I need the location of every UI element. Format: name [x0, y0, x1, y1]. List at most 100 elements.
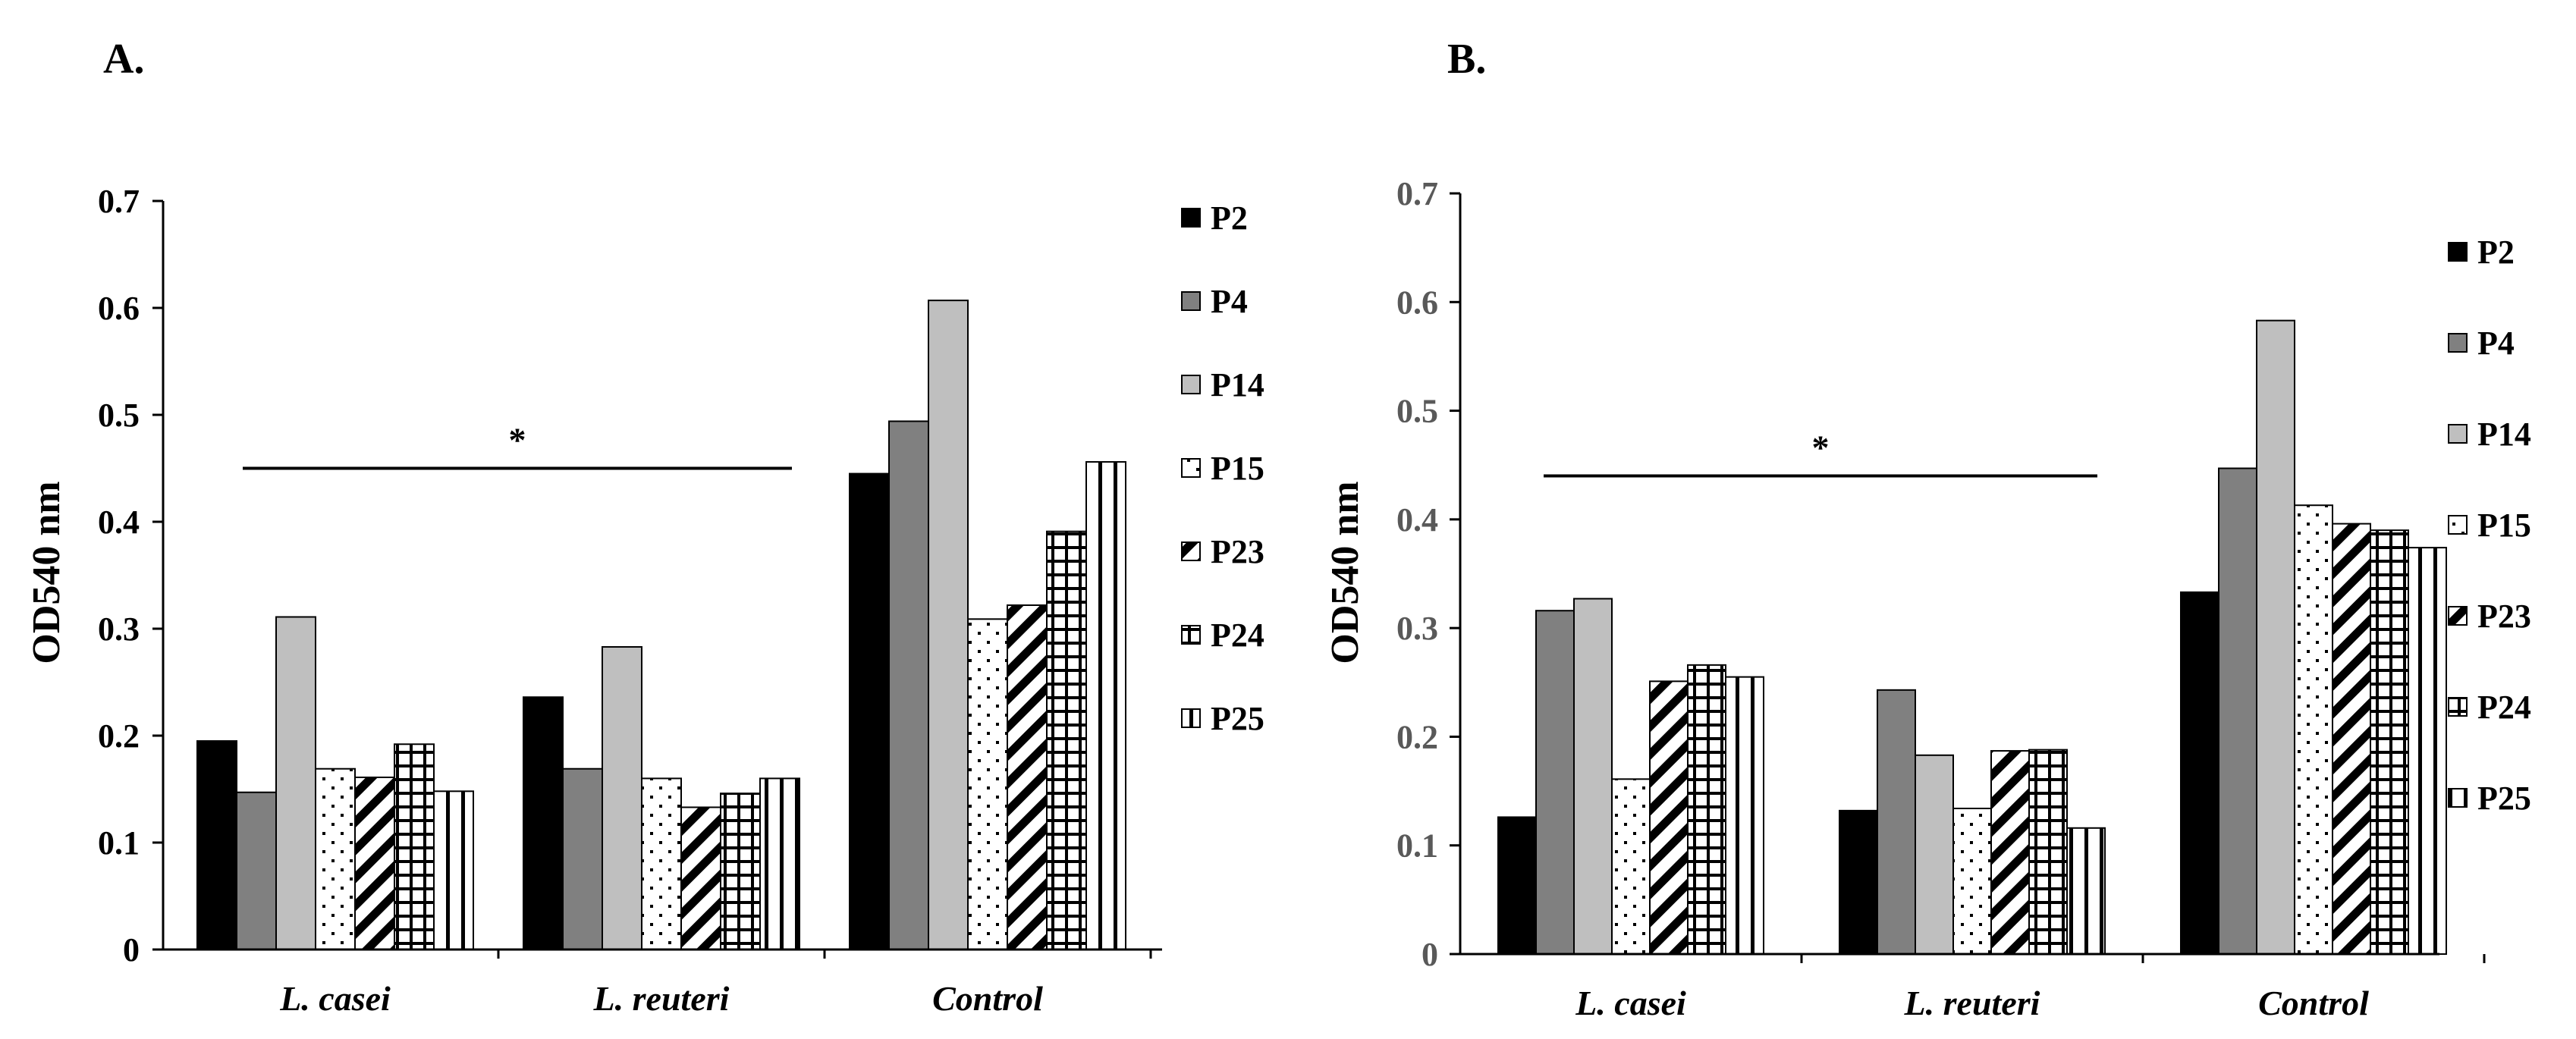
panel-b-bar-p2-0: [1497, 816, 1537, 955]
panel-b-bar-p15-1: [1952, 807, 1992, 956]
panel-a-bar-p14-0: [275, 616, 316, 950]
panel-b-x-category-label: L. reuteri: [1904, 984, 2040, 1022]
panel-a-categories: L. casei L. reuteri Control: [279, 950, 1152, 1018]
panel-b-significance-star: *: [1812, 428, 1830, 467]
panel-b-bar-p15-2: [2294, 504, 2333, 955]
panel-b-legend-swatch-p25: [2448, 788, 2468, 808]
panel-a-bar-p2-2: [849, 472, 890, 950]
panel-a-x-category-label: L. reuteri: [593, 979, 730, 1018]
panel-b-bar-p23-2: [2332, 523, 2371, 955]
panel-b-legend-swatch-p24: [2448, 697, 2468, 717]
panel-a-bar-p14-2: [928, 300, 969, 950]
panel-b-legend-swatch-p14: [2448, 424, 2468, 444]
panel-a-y-tick-label: 0.6: [98, 290, 140, 327]
panel-a-legend-label-p25: P25: [1211, 700, 1264, 737]
panel-a-y-tick-label: 0.2: [98, 717, 140, 755]
panel-b-legend-label-p25: P25: [2477, 780, 2531, 817]
panel-a-legend-label-p2: P2: [1211, 199, 1248, 237]
panel-b-bar-p24-1: [2028, 749, 2068, 955]
panel-a: A. 0 0.1 0.2 0.3 0.4 0.5 0.6 0.7 L. casei L. reu…: [25, 36, 1264, 1018]
panel-b-legend-swatch-p15: [2448, 515, 2468, 535]
panel-a-bar-p23-1: [680, 806, 721, 950]
panel-b-x-category-label: L. casei: [1575, 984, 1686, 1022]
panel-a-x-category-label: Control: [932, 979, 1043, 1018]
panel-a-legend-label-p23: P23: [1211, 533, 1264, 570]
panel-b-bar-p15-0: [1611, 778, 1651, 956]
panel-a-label: A.: [103, 36, 144, 83]
panel-a-bar-p24-2: [1046, 530, 1087, 950]
panel-b-bar-p14-2: [2256, 319, 2295, 955]
panel-a-bar-p25-0: [433, 790, 474, 950]
panel-a-bar-p2-0: [196, 740, 237, 950]
panel-a-y-tick-label: 0.3: [98, 611, 140, 648]
panel-b-bar-p24-2: [2370, 529, 2409, 955]
panel-b-bar-p23-1: [1990, 750, 2030, 955]
panel-b-legend-swatch-p2: [2448, 242, 2468, 262]
panel-a-y-tick-label: 0.5: [98, 397, 140, 434]
panel-a-legend-label-p14: P14: [1211, 366, 1264, 403]
panel-a-legend-swatch-p4: [1181, 291, 1201, 311]
panel-b-bar-p25-2: [2408, 547, 2447, 955]
panel-b-bar-p25-1: [2066, 827, 2106, 955]
panel-b-y-tick-label: 0.5: [1396, 393, 1438, 430]
panel-a-bar-p2-1: [523, 696, 564, 950]
panel-a-bar-p24-0: [394, 743, 435, 951]
panel-b-bar-p25-0: [1725, 676, 1764, 955]
panel-a-bar-p15-2: [967, 618, 1008, 950]
panel-a-legend-label-p4: P4: [1211, 283, 1248, 320]
panel-b-y-axis-title: OD540 nm: [1324, 481, 1367, 664]
panel-a-legend-label-p24: P24: [1211, 617, 1264, 654]
panel-b-bar-p14-0: [1573, 598, 1613, 955]
panel-b-y-tick-label: 0.2: [1396, 718, 1438, 755]
panel-a-y-ticks: 0 0.1 0.2 0.3 0.4 0.5 0.6 0.7: [98, 183, 163, 968]
panel-b-legend: P2 P4 P14 P15 P23 P24 P25: [2448, 234, 2531, 817]
panel-b-label: B.: [1447, 36, 1486, 83]
panel-a-bar-p15-1: [641, 777, 682, 951]
panel-a-legend-swatch-p23: [1181, 541, 1201, 561]
panel-a-bar-p23-2: [1007, 604, 1048, 950]
panel-a-bar-p24-1: [720, 793, 761, 951]
panel-b: B. 0 0.1 0.2 0.3 0.4 0.5 0.6 0.7 L. casei L. reu…: [1324, 36, 2531, 1022]
panel-a-y-tick-label: 0.1: [98, 824, 140, 862]
panel-b-bar-p14-1: [1915, 754, 1954, 956]
panel-b-legend-swatch-p4: [2448, 333, 2468, 353]
panel-a-legend: P2 P4 P14 P15 P23 P24 P25: [1181, 199, 1264, 737]
panel-a-bar-p4-0: [236, 791, 277, 950]
panel-b-bar-p4-2: [2218, 467, 2257, 955]
panel-a-y-tick-label: 0.7: [98, 183, 140, 220]
panel-a-y-axis-title: OD540 nm: [25, 481, 68, 664]
panel-a-bar-p15-0: [315, 767, 356, 951]
panel-a-bar-p4-2: [888, 420, 929, 950]
panel-b-legend-label-p15: P15: [2477, 507, 2531, 544]
panel-b-x-category-label: Control: [2258, 984, 2369, 1022]
panel-a-legend-swatch-p24: [1181, 625, 1201, 645]
panel-a-bar-p23-0: [354, 776, 395, 950]
panel-a-y-tick-label: 0.4: [98, 504, 140, 541]
panel-b-y-tick-label: 0.3: [1396, 610, 1438, 647]
panel-b-y-tick-label: 0.7: [1396, 175, 1438, 212]
panel-b-bar-p4-1: [1877, 689, 1916, 956]
panel-b-bar-p2-2: [2180, 591, 2219, 955]
panel-b-bar-p4-0: [1535, 610, 1575, 956]
panel-b-y-tick-label: 0.1: [1396, 827, 1438, 865]
panel-b-bar-p2-1: [1839, 809, 1878, 956]
panel-a-axes: [162, 201, 1162, 951]
panel-a-x-category-label: L. casei: [279, 979, 391, 1018]
panel-b-legend-label-p2: P2: [2477, 234, 2515, 271]
panel-b-legend-swatch-p23: [2448, 606, 2468, 626]
panel-b-y-tick-label: 0: [1422, 936, 1438, 973]
panel-b-legend-label-p23: P23: [2477, 598, 2531, 635]
panel-a-bars: [196, 300, 1126, 951]
panel-b-bar-p24-0: [1687, 664, 1726, 955]
panel-b-legend-label-p4: P4: [2477, 325, 2515, 362]
panel-b-y-tick-label: 0.6: [1396, 284, 1438, 321]
panel-b-bars: [1497, 319, 2447, 956]
panel-a-significance: *: [243, 421, 792, 470]
panel-b-significance: *: [1544, 428, 2097, 478]
panel-a-y-tick-label: 0: [123, 931, 140, 968]
panel-b-axes: [1459, 193, 2439, 956]
panel-a-legend-swatch-p15: [1181, 458, 1201, 478]
panel-a-bar-p4-1: [562, 767, 603, 951]
panel-a-significance-star: *: [509, 421, 526, 460]
